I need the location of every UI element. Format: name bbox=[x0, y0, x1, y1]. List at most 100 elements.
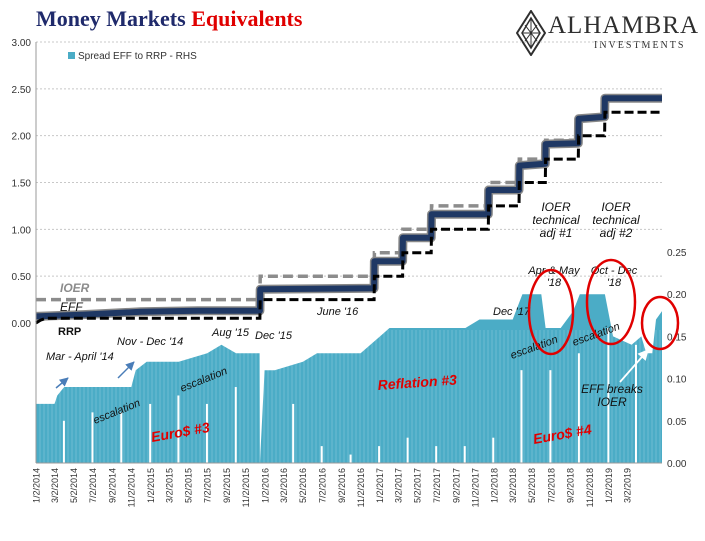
alhambra-logo bbox=[516, 10, 696, 66]
logo-name: ALHAMBRA bbox=[548, 12, 700, 39]
spread-dip bbox=[120, 412, 123, 463]
chart-title: Money Markets Equivalents bbox=[36, 6, 302, 32]
left-tick-label: 2.50 bbox=[12, 85, 32, 96]
x-tick-label: 11/2/2014 bbox=[127, 468, 137, 507]
annotation-line: IOER bbox=[601, 200, 631, 214]
right-tick-label: 0.20 bbox=[667, 290, 687, 301]
legend-swatch bbox=[68, 52, 75, 59]
spread-dip bbox=[520, 370, 523, 463]
highlight-ellipse-2 bbox=[585, 258, 637, 346]
annotation-line: IOER bbox=[541, 200, 571, 214]
x-tick-label: 11/2/2018 bbox=[585, 468, 595, 507]
axes: 0.00 0.50 1.00 1.50 2.00 2.50 3.00 0.00 0.05 0.10… bbox=[12, 38, 687, 507]
annotation-reflation-3: Reflation #3 bbox=[377, 371, 457, 393]
x-tick-label: 1/2/2019 bbox=[604, 468, 614, 503]
right-tick-label: 0.25 bbox=[667, 248, 687, 259]
grid bbox=[36, 41, 662, 277]
spread-series bbox=[36, 294, 662, 463]
diamond-logo-icon bbox=[516, 10, 546, 56]
right-tick-label: 0.00 bbox=[667, 459, 687, 470]
highlight-ellipse-3 bbox=[640, 295, 680, 351]
arrow-mar-apr-14 bbox=[55, 377, 69, 389]
x-tick-label: 5/2/2015 bbox=[183, 468, 193, 503]
annotation-line: '18 bbox=[547, 277, 562, 289]
x-tick-label: 1/2/2015 bbox=[146, 468, 156, 503]
annotation-eff-breaks: EFF breaks IOER bbox=[581, 382, 643, 409]
spread-dip bbox=[607, 327, 610, 463]
annotation-aug-15: Aug '15 bbox=[211, 327, 250, 339]
x-tick-label: 9/2/2017 bbox=[451, 468, 461, 503]
spread-dip bbox=[378, 446, 381, 463]
spread-dip bbox=[292, 403, 295, 463]
spread-dip bbox=[320, 446, 323, 463]
annotation-line: adj #2 bbox=[600, 226, 633, 240]
right-tick-label: 0.15 bbox=[667, 332, 687, 343]
spread-dip bbox=[406, 437, 409, 463]
annotation-line: technical bbox=[592, 213, 640, 227]
spread-area bbox=[36, 294, 662, 463]
x-tick-label: 1/2/2016 bbox=[260, 468, 270, 503]
rate-lines bbox=[35, 93, 662, 325]
x-tick-label: 9/2/2014 bbox=[108, 468, 118, 503]
right-tick-label: 0.05 bbox=[667, 417, 687, 428]
x-tick-label: 11/2/2016 bbox=[356, 468, 366, 507]
x-tick-label: 7/2/2017 bbox=[432, 468, 442, 503]
spread-dip bbox=[205, 403, 208, 463]
spread-dip bbox=[91, 412, 94, 463]
x-tick-label: 3/2/2014 bbox=[50, 468, 60, 503]
x-tick-label: 9/2/2016 bbox=[337, 468, 347, 503]
annotation-ioer-label: IOER bbox=[60, 281, 90, 295]
x-tick-label: 1/2/2018 bbox=[490, 468, 500, 503]
rrp-line bbox=[35, 110, 662, 325]
annotation-line: '18 bbox=[607, 277, 622, 289]
title-main: Money Markets bbox=[36, 6, 186, 31]
spread-dip bbox=[463, 446, 466, 463]
annotation-line: EFF breaks bbox=[581, 382, 643, 396]
annotation-dec-17: Dec '17 bbox=[493, 306, 531, 318]
x-tick-label: 9/2/2018 bbox=[566, 468, 576, 503]
legend-label: Spread EFF to RRP - RHS bbox=[78, 51, 197, 62]
title-accent: Equivalents bbox=[191, 6, 303, 31]
annotation-apr-may-18: Apr & May '18 bbox=[527, 265, 581, 289]
annotation-mar-apr-14: Mar - April '14 bbox=[46, 351, 114, 363]
annotation-line: IOER bbox=[597, 395, 627, 409]
x-tick-label: 11/2/2017 bbox=[470, 468, 480, 507]
x-tick-label: 9/2/2015 bbox=[222, 468, 232, 503]
x-tick-label: 1/2/2014 bbox=[31, 468, 41, 503]
x-tick-label: 11/2/2015 bbox=[241, 468, 251, 507]
annotation-line: technical bbox=[532, 213, 580, 227]
x-tick-label: 5/2/2014 bbox=[69, 468, 79, 503]
spread-dip bbox=[492, 437, 495, 463]
arrow-eff-breaks bbox=[619, 349, 649, 383]
left-tick-label: 0.50 bbox=[12, 272, 32, 283]
logo-subtitle: INVESTMENTS bbox=[594, 40, 686, 51]
annotation-dec-15: Dec '15 bbox=[255, 330, 293, 342]
annotation-rrp-label: RRP bbox=[58, 326, 81, 338]
x-tick-label: 5/2/2018 bbox=[527, 468, 537, 503]
spread-dip bbox=[149, 403, 152, 463]
spread-dip bbox=[349, 454, 352, 463]
x-tick-label: 7/2/2014 bbox=[88, 468, 98, 503]
left-tick-label: 3.00 bbox=[12, 38, 32, 49]
annotation-eff-label: EFF bbox=[60, 300, 83, 314]
annotation-ioer-tech-2: IOER technical adj #2 bbox=[592, 200, 640, 240]
x-tick-label: 3/2/2015 bbox=[164, 468, 174, 503]
x-tick-label: 5/2/2016 bbox=[298, 468, 308, 503]
highlight-ellipse-1 bbox=[527, 268, 575, 356]
spread-dip bbox=[234, 387, 237, 463]
spread-dip bbox=[577, 353, 580, 463]
arrow-nov-dec-14 bbox=[117, 361, 135, 379]
x-tick-label: 1/2/2017 bbox=[375, 468, 385, 503]
annotation-nov-dec-14: Nov - Dec '14 bbox=[117, 336, 183, 348]
x-tick-label: 3/2/2016 bbox=[279, 468, 289, 503]
left-tick-label: 1.00 bbox=[12, 225, 32, 236]
x-tick-label: 7/2/2015 bbox=[203, 468, 213, 503]
left-tick-label: 1.50 bbox=[12, 179, 32, 190]
x-tick-label: 3/2/2018 bbox=[508, 468, 518, 503]
legend: Spread EFF to RRP - RHS bbox=[68, 51, 197, 62]
left-tick-label: 0.00 bbox=[12, 319, 32, 330]
x-tick-label: 3/2/2017 bbox=[394, 468, 404, 503]
x-tick-label: 3/2/2019 bbox=[623, 468, 633, 503]
x-tick-label: 5/2/2017 bbox=[413, 468, 423, 503]
